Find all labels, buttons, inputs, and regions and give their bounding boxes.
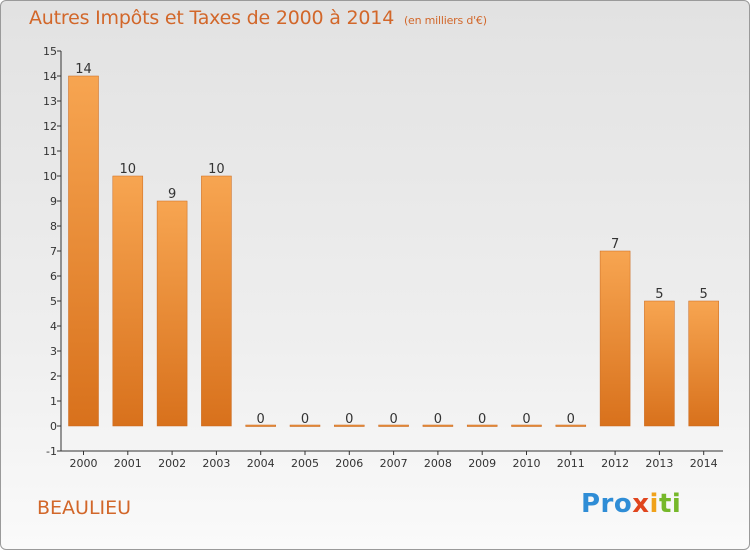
x-tick-label: 2013 xyxy=(645,457,673,470)
y-tick-label: -1 xyxy=(46,445,57,458)
chart-title: Autres Impôts et Taxes de 2000 à 2014 (e… xyxy=(29,7,487,29)
data-label-2002: 9 xyxy=(168,187,176,202)
title-unit: (en milliers d'€) xyxy=(403,14,487,27)
bar-2010 xyxy=(511,424,542,427)
x-tick-label: 2014 xyxy=(690,457,718,470)
y-tick-label: 15 xyxy=(43,45,57,58)
y-tick-label: 11 xyxy=(43,145,57,158)
data-labels: 14 10 9 10 0 0 0 0 0 0 0 0 7 5 5 xyxy=(75,62,708,427)
bar-2011 xyxy=(555,424,587,427)
y-tick-label: 8 xyxy=(50,220,57,233)
data-label-2004: 0 xyxy=(257,412,265,427)
data-label-2010: 0 xyxy=(522,412,530,427)
bar-2007 xyxy=(378,424,409,427)
x-tick-label: 2006 xyxy=(335,457,363,470)
x-tick-label: 2007 xyxy=(380,457,408,470)
data-label-2009: 0 xyxy=(478,412,486,427)
x-tick-label: 2008 xyxy=(424,457,452,470)
y-tick-label: 14 xyxy=(43,70,57,83)
y-tick-label: 9 xyxy=(50,195,57,208)
y-tick-label: 13 xyxy=(43,95,57,108)
data-label-2001: 10 xyxy=(120,162,137,177)
y-tick-label: 0 xyxy=(50,420,57,433)
x-tick-label: 2009 xyxy=(468,457,496,470)
bar-2001 xyxy=(112,175,144,427)
logo-part-1: Pro xyxy=(581,489,633,519)
logo-part-4: ti xyxy=(658,489,682,519)
x-tick-label: 2004 xyxy=(247,457,275,470)
bar-2012 xyxy=(599,250,631,427)
x-tick-label: 2001 xyxy=(114,457,142,470)
logo-part-2: x xyxy=(632,489,650,519)
data-label-2007: 0 xyxy=(389,412,397,427)
x-tick-label: 2000 xyxy=(70,457,98,470)
bar-2002 xyxy=(156,200,188,427)
bar-2014 xyxy=(688,300,719,427)
x-tick-label: 2003 xyxy=(202,457,230,470)
x-tick-label: 2010 xyxy=(513,457,541,470)
data-label-2000: 14 xyxy=(75,62,92,77)
data-label-2013: 5 xyxy=(655,287,663,302)
bars xyxy=(68,75,719,427)
bar-2008 xyxy=(422,424,454,427)
data-label-2008: 0 xyxy=(434,412,442,427)
x-tick-label: 2012 xyxy=(601,457,629,470)
bar-2006 xyxy=(334,424,365,427)
data-label-2014: 5 xyxy=(700,287,708,302)
y-tick-label: 1 xyxy=(50,395,57,408)
bar-2003 xyxy=(201,175,232,427)
logo-part-3: i xyxy=(649,489,659,519)
y-tick-label: 7 xyxy=(50,245,57,258)
proxiti-logo: Proxiti xyxy=(581,489,681,519)
x-tick-label: 2005 xyxy=(291,457,319,470)
title-text: Autres Impôts et Taxes de 2000 à 2014 xyxy=(29,7,395,29)
data-label-2011: 0 xyxy=(567,412,575,427)
bar-2009 xyxy=(466,424,498,427)
data-label-2006: 0 xyxy=(345,412,353,427)
data-label-2005: 0 xyxy=(301,412,309,427)
data-label-2012: 7 xyxy=(611,237,619,252)
bar-2005 xyxy=(289,424,321,427)
y-tick-label: 4 xyxy=(50,320,57,333)
data-label-2003: 10 xyxy=(208,162,225,177)
x-tick-label: 2002 xyxy=(158,457,186,470)
bar-2000 xyxy=(68,75,99,427)
bar-2004 xyxy=(245,424,276,427)
y-tick-label: 6 xyxy=(50,270,57,283)
y-tick-label: 5 xyxy=(50,295,57,308)
y-tick-label: 2 xyxy=(50,370,57,383)
x-tick-label: 2011 xyxy=(557,457,585,470)
bar-2013 xyxy=(644,300,675,427)
y-tick-label: 3 xyxy=(50,345,57,358)
y-tick-label: 10 xyxy=(43,170,57,183)
commune-name: BEAULIEU xyxy=(37,497,132,519)
y-tick-label: 12 xyxy=(43,120,57,133)
